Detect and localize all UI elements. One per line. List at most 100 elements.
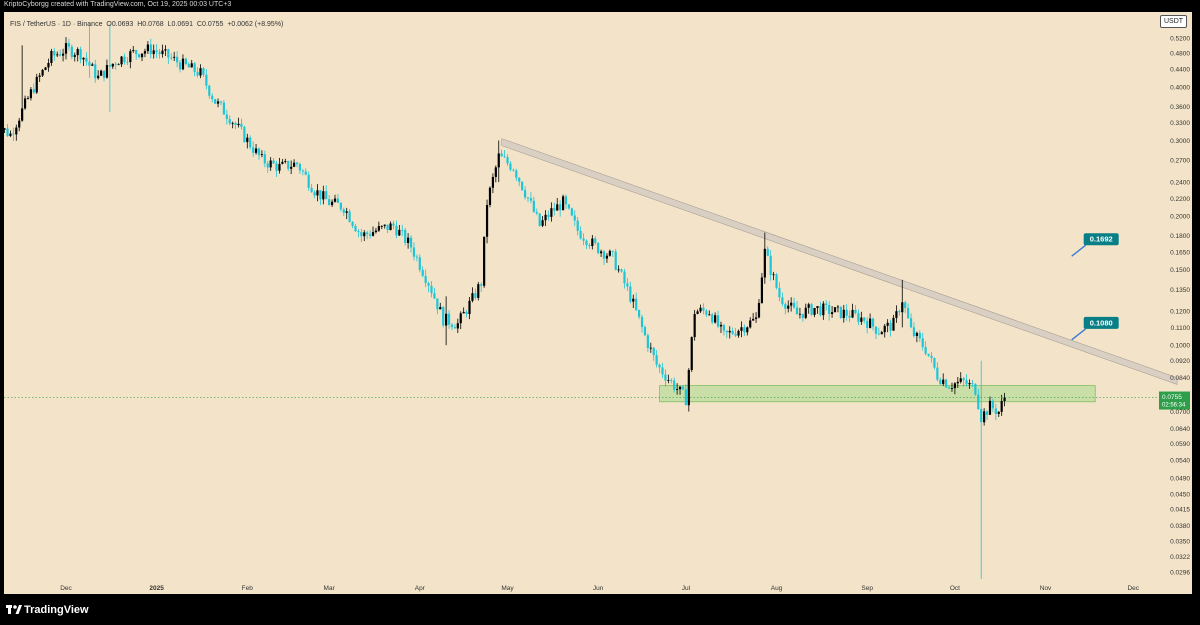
candle-body [287, 160, 290, 169]
candle-body [85, 57, 88, 62]
candle-body [915, 332, 918, 336]
candle-body [193, 63, 196, 73]
candle-body [304, 171, 307, 175]
candle-body [842, 309, 845, 319]
chart-pane[interactable] [4, 12, 1192, 594]
candle-body [32, 89, 35, 93]
candle-body [491, 176, 495, 188]
candle-body [529, 198, 533, 201]
candle-body [880, 332, 883, 335]
candle-body [778, 287, 781, 298]
candle-body [117, 64, 120, 66]
candle-body [140, 53, 144, 58]
candle-body [377, 226, 380, 231]
candle-body [673, 380, 676, 390]
candle-body [348, 211, 351, 222]
candle-body [523, 190, 527, 198]
candle-body [828, 304, 831, 314]
candle-body [494, 167, 497, 177]
candle-body [392, 223, 395, 226]
candle-body [18, 120, 21, 128]
candle-body [936, 367, 939, 380]
candle-body [129, 51, 132, 63]
candle-body [407, 237, 410, 243]
candle-body [757, 302, 761, 318]
candle-body [269, 160, 272, 168]
candle-body [895, 311, 898, 318]
y-tick-label: 0.0415 [1170, 507, 1190, 514]
candle-body [333, 198, 337, 202]
candle-body [64, 43, 68, 54]
candle-body [120, 56, 123, 65]
candle-body [959, 378, 962, 382]
candle-body [629, 286, 632, 302]
candle-body [550, 208, 553, 217]
candle-body [88, 61, 91, 66]
candle-body [635, 298, 638, 310]
ohlc-high: H0.0768 [137, 21, 164, 28]
candle-body [988, 400, 992, 415]
candle-body [12, 133, 15, 135]
candle-body [605, 255, 609, 259]
candle-body [9, 133, 12, 136]
tradingview-wordmark[interactable]: TradingView [24, 604, 89, 616]
candle-body [243, 126, 246, 143]
y-tick-label: 0.4000 [1170, 84, 1190, 91]
currency-button[interactable]: USDT [1160, 15, 1187, 28]
candle-body [319, 190, 322, 200]
candle-body [424, 275, 427, 284]
y-tick-label: 0.0350 [1170, 538, 1190, 545]
candle-body [480, 284, 483, 286]
candle-body [234, 123, 237, 126]
candle-body [667, 379, 670, 381]
candle-body [246, 137, 249, 143]
y-tick-label: 0.0920 [1170, 358, 1190, 365]
tradingview-logo-icon[interactable] [6, 603, 22, 615]
candle-body [105, 65, 109, 78]
candle-body [6, 128, 9, 136]
candle-body [345, 211, 348, 213]
candle-body [216, 101, 220, 104]
candle-body [135, 50, 138, 55]
candle-body [70, 46, 73, 57]
candle-body [161, 50, 164, 55]
candle-body [328, 199, 331, 206]
candle-body [374, 230, 378, 233]
candle-body [313, 192, 316, 196]
candle-body [61, 53, 65, 56]
candle-body [564, 196, 568, 205]
candle-body [371, 232, 375, 236]
candle-body [866, 320, 869, 328]
candle-body [173, 56, 176, 58]
y-tick-label: 0.4400 [1170, 67, 1190, 74]
candle-body [483, 236, 486, 286]
candle-body [886, 322, 889, 326]
candle-body [266, 163, 269, 168]
candle-body [50, 50, 53, 63]
candle-body [819, 306, 822, 316]
candle-body [474, 293, 477, 298]
candle-body [781, 297, 784, 305]
candle-body [433, 293, 436, 299]
symbol-name[interactable]: FIS / TetherUS · 1D · Binance [10, 21, 103, 28]
candle-body [430, 285, 433, 294]
countdown-label: 02:56:34 [1162, 403, 1186, 409]
candle-body [237, 123, 240, 126]
y-tick-label: 0.0700 [1170, 409, 1190, 416]
price-change: +0.0062 (+8.95%) [227, 21, 284, 28]
candle-body [442, 307, 445, 326]
candle-body [363, 232, 366, 237]
candle-body [693, 313, 696, 338]
candle-body [453, 327, 456, 329]
candle-body [579, 230, 582, 239]
candle-body [658, 364, 661, 368]
symbol-legend[interactable]: FIS / TetherUS · 1D · Binance O0.0693 H0… [10, 21, 285, 28]
ohlc-low: L0.0691 [167, 21, 193, 28]
x-tick-label: 2025 [149, 585, 164, 592]
candle-body [857, 313, 860, 322]
candle-body [126, 62, 129, 63]
candle-body [643, 327, 647, 336]
candle-body [933, 357, 936, 368]
candle-body [661, 367, 664, 375]
